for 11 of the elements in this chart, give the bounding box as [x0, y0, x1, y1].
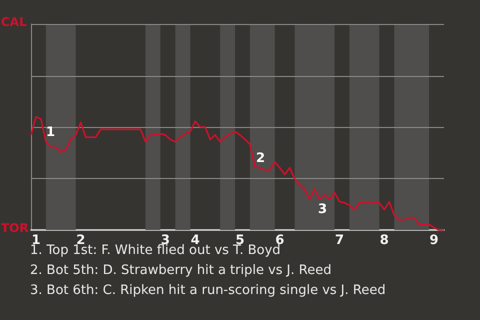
x-tick-label: 9 [430, 233, 439, 248]
x-tick-label: 8 [380, 233, 389, 248]
annotation: 2 [256, 151, 266, 166]
text: 2. Bot 5th: D. Strawberry hit a triple vs J. Reed [30, 263, 332, 278]
x-tick-label: 4 [190, 233, 200, 248]
annotation: 1 [46, 125, 56, 140]
text: TOR [1, 221, 29, 235]
text: 3. Bot 6th: C. Ripken hit a run-scoring single vs J. Reed [30, 283, 386, 298]
annotation: 3 [318, 202, 328, 217]
x-tick-label: 7 [334, 233, 344, 248]
text: CAL [1, 15, 28, 29]
